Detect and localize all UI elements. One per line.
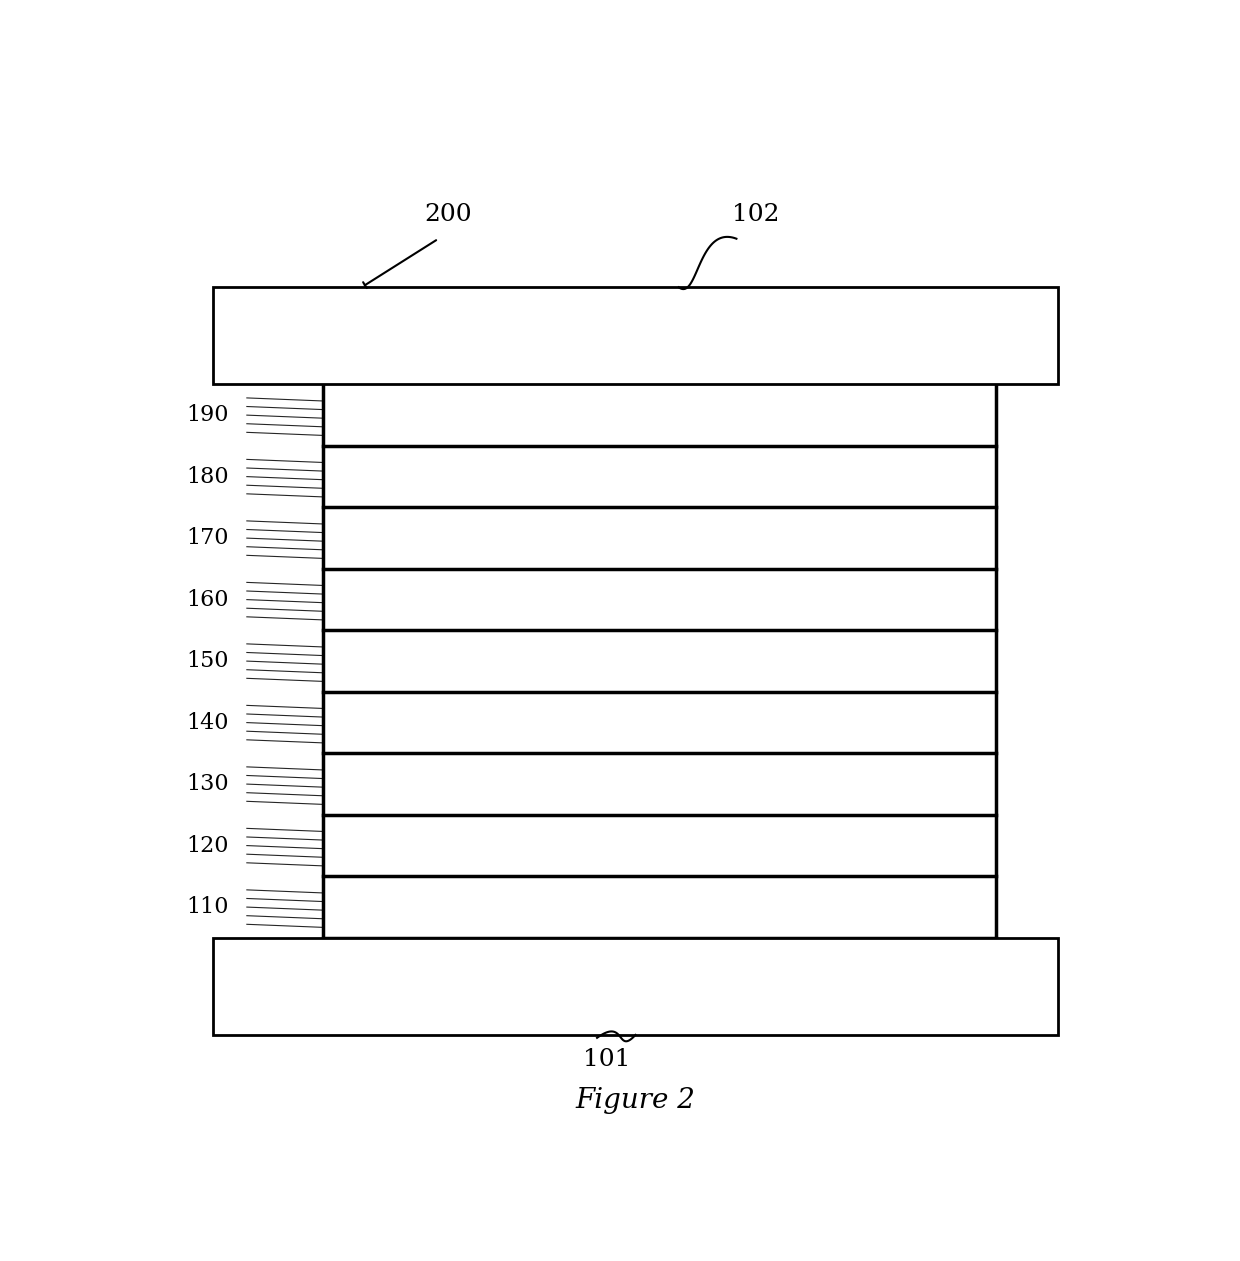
- Text: 130: 130: [186, 773, 229, 796]
- Text: 102: 102: [732, 203, 780, 226]
- Text: 170: 170: [186, 527, 229, 549]
- Text: 160: 160: [186, 589, 229, 610]
- Text: 120: 120: [186, 835, 229, 856]
- Text: Figure 2: Figure 2: [575, 1087, 696, 1115]
- Bar: [213, 288, 1058, 385]
- Text: 200: 200: [424, 203, 472, 226]
- Text: 110: 110: [186, 897, 229, 918]
- Text: 101: 101: [583, 1048, 630, 1071]
- Text: 180: 180: [186, 465, 229, 488]
- Text: 150: 150: [186, 651, 229, 672]
- Text: 190: 190: [186, 404, 229, 426]
- Bar: [213, 938, 1058, 1035]
- Text: 140: 140: [186, 711, 229, 734]
